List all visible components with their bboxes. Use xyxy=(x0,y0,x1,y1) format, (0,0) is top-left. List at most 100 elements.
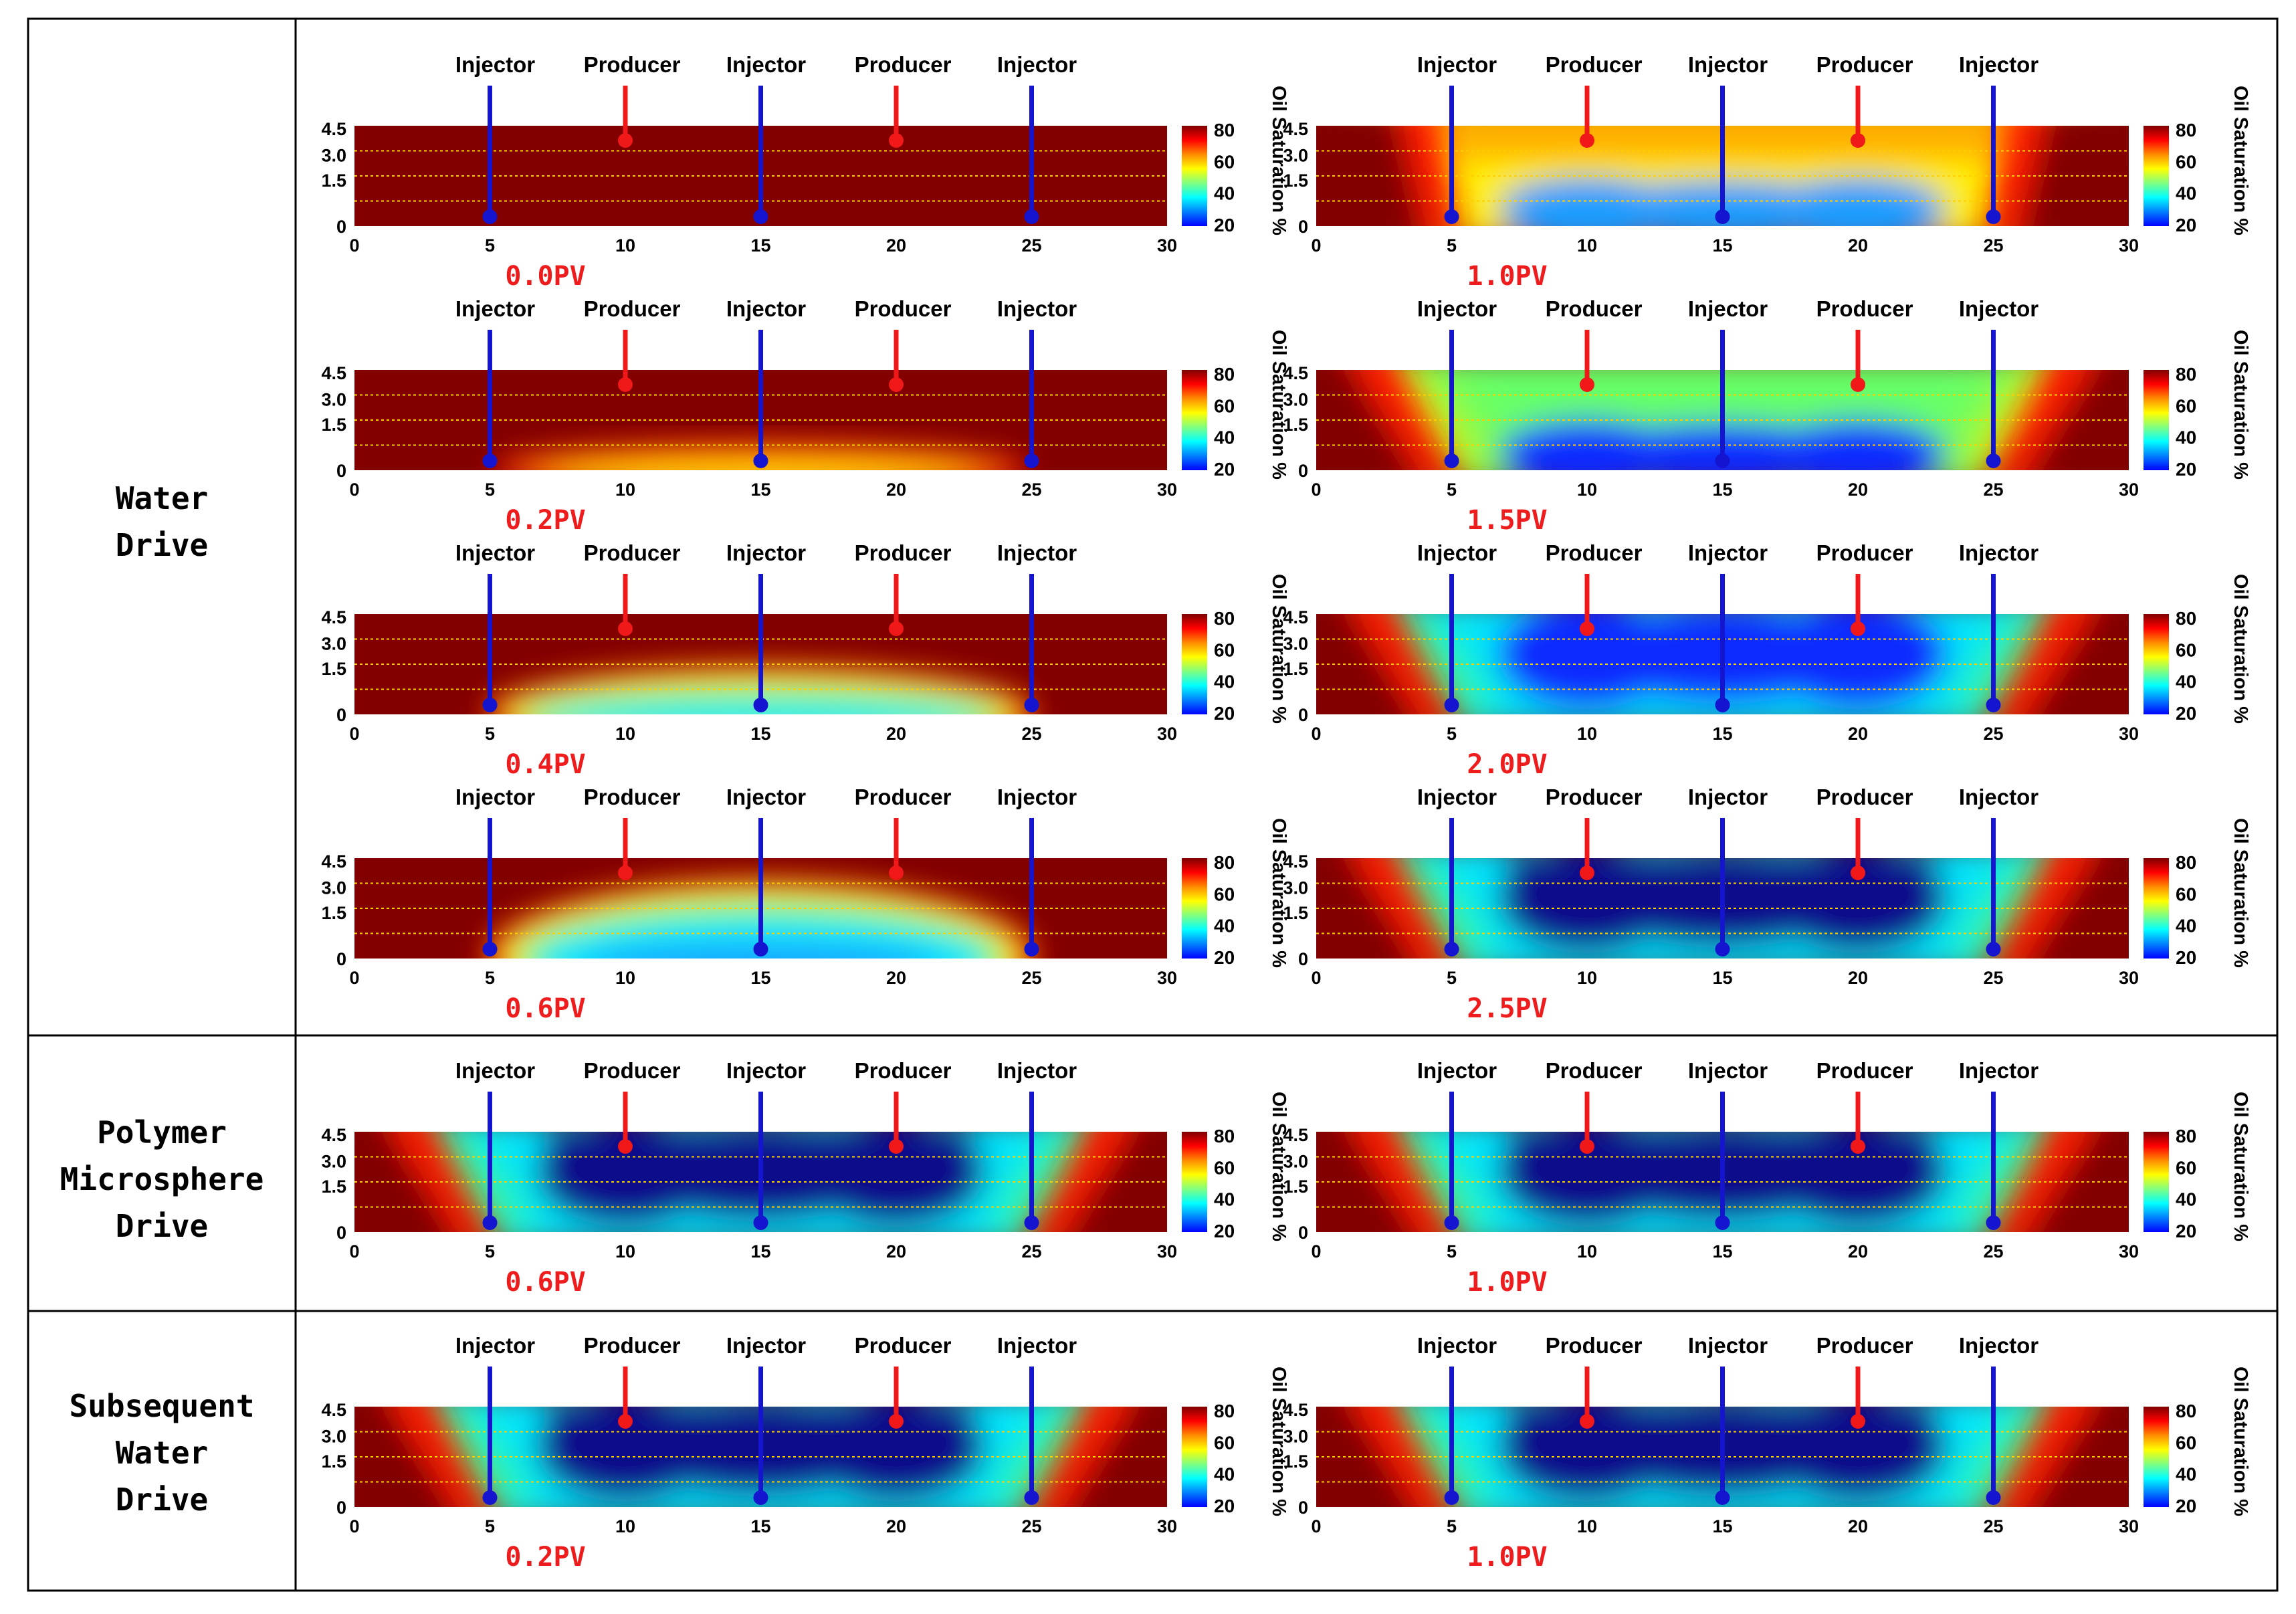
well-label: Producer xyxy=(584,1333,681,1358)
colorbar-tick-label: 80 xyxy=(2176,608,2196,629)
injector-perforation xyxy=(1715,942,1730,956)
well-label: Injector xyxy=(997,785,1077,809)
x-tick-label: 0 xyxy=(1311,1516,1321,1536)
injector-perforation xyxy=(1024,698,1039,712)
well-label: Injector xyxy=(1688,1058,1768,1083)
saturation-panel: 4.5 3.0 1.5 00 5 10 15 20 25 30 Injector Producer In… xyxy=(1283,1333,2251,1573)
injector-well: Injector xyxy=(1688,785,1768,956)
saturation-panel: 4.5 3.0 1.5 00 5 10 15 20 25 30 Injector Producer In… xyxy=(1283,785,2251,1024)
y-tick-label: 1.5 xyxy=(321,171,346,191)
y-tick-label: 4.5 xyxy=(321,363,346,383)
x-tick-label: 0 xyxy=(349,724,359,744)
injector-perforation xyxy=(1986,209,2001,224)
y-tick-label: 4.5 xyxy=(321,607,346,627)
x-tick-label: 10 xyxy=(615,235,635,256)
well-label: Injector xyxy=(1959,540,2039,565)
x-tick-label: 15 xyxy=(750,968,770,988)
y-tick-label: 4.5 xyxy=(1283,607,1308,627)
well-label: Producer xyxy=(1546,1058,1643,1083)
well-label: Producer xyxy=(855,52,952,77)
colorbar-title: Oil Saturation % xyxy=(1268,1367,1289,1516)
x-tick-label: 25 xyxy=(1021,968,1041,988)
colorbar-title: Oil Saturation % xyxy=(2230,330,2251,480)
injector-perforation xyxy=(1024,209,1039,224)
x-tick-label: 0 xyxy=(1311,1241,1321,1262)
y-tick-label: 0 xyxy=(1298,705,1308,725)
pore-volume-label: 0.0PV xyxy=(505,261,585,292)
y-tick-label: 3.0 xyxy=(1283,1152,1308,1172)
colorbar-tick-label: 60 xyxy=(2176,151,2196,172)
well-label: Injector xyxy=(1417,785,1497,809)
colorbar-tick-label: 40 xyxy=(2176,183,2196,204)
well-label: Injector xyxy=(1688,296,1768,321)
producer-perforation xyxy=(618,1414,633,1429)
injector-perforation xyxy=(1024,1490,1039,1505)
colorbar-gradient xyxy=(1182,370,1207,470)
colorbar: 80 60 40 20 Oil Saturation % xyxy=(1182,330,1289,480)
injector-well: Injector xyxy=(997,1058,1077,1230)
well-label: Injector xyxy=(455,1333,535,1358)
section-label: Microsphere xyxy=(60,1161,264,1197)
producer-perforation xyxy=(889,377,904,392)
injector-well: Injector xyxy=(1417,296,1497,468)
y-tick-label: 1.5 xyxy=(1283,415,1308,435)
producer-perforation xyxy=(618,377,633,392)
producer-well: Producer xyxy=(1816,785,1913,880)
colorbar-tick-label: 20 xyxy=(2176,1221,2196,1241)
x-tick-label: 20 xyxy=(1848,1241,1868,1262)
well-label: Injector xyxy=(726,785,806,809)
x-tick-label: 5 xyxy=(1447,235,1457,256)
injector-well: Injector xyxy=(1688,540,1768,712)
x-tick-label: 25 xyxy=(1983,235,2003,256)
producer-perforation xyxy=(1580,377,1594,392)
x-tick-label: 25 xyxy=(1983,968,2003,988)
pore-volume-label: 0.2PV xyxy=(505,1542,585,1573)
producer-well: Producer xyxy=(855,52,952,148)
well-label: Injector xyxy=(726,1333,806,1358)
x-tick-label: 0 xyxy=(349,235,359,256)
well-label: Injector xyxy=(997,540,1077,565)
producer-perforation xyxy=(1580,1414,1594,1429)
saturation-panel: 4.5 3.0 1.5 00 5 10 15 20 25 30 Injector Producer In… xyxy=(321,52,1289,292)
x-tick-label: 15 xyxy=(750,1241,770,1262)
injector-well: Injector xyxy=(726,1058,806,1230)
injector-perforation xyxy=(1715,698,1730,712)
x-tick-label: 5 xyxy=(485,480,495,500)
x-tick-label: 5 xyxy=(485,235,495,256)
well-label: Injector xyxy=(1959,52,2039,77)
colorbar-gradient xyxy=(1182,1132,1207,1232)
section-label: Water xyxy=(116,480,208,516)
x-tick-label: 0 xyxy=(349,480,359,500)
well-label: Injector xyxy=(997,1333,1077,1358)
pore-volume-label: 0.4PV xyxy=(505,749,585,780)
x-tick-label: 10 xyxy=(615,480,635,500)
colorbar-tick-label: 80 xyxy=(2176,852,2196,873)
well-label: Injector xyxy=(455,1058,535,1083)
producer-perforation xyxy=(618,133,633,148)
well-label: Injector xyxy=(1959,296,2039,321)
colorbar-title: Oil Saturation % xyxy=(2230,1367,2251,1516)
x-tick-label: 20 xyxy=(1848,724,1868,744)
well-label: Producer xyxy=(1546,296,1643,321)
injector-perforation xyxy=(1024,453,1039,468)
injector-well: Injector xyxy=(1417,540,1497,712)
producer-well: Producer xyxy=(1816,52,1913,148)
well-label: Injector xyxy=(726,540,806,565)
x-tick-label: 20 xyxy=(1848,480,1868,500)
injector-perforation xyxy=(753,942,768,956)
x-tick-label: 30 xyxy=(1157,968,1177,988)
x-tick-label: 10 xyxy=(615,968,635,988)
y-tick-label: 3.0 xyxy=(321,634,346,654)
section-label: Drive xyxy=(116,1482,208,1518)
producer-well: Producer xyxy=(855,1058,952,1154)
x-tick-label: 30 xyxy=(1157,724,1177,744)
injector-well: Injector xyxy=(726,540,806,712)
y-tick-label: 4.5 xyxy=(321,119,346,139)
y-tick-label: 0 xyxy=(1298,1223,1308,1243)
injector-perforation xyxy=(753,1215,768,1230)
injector-well: Injector xyxy=(997,540,1077,712)
well-label: Producer xyxy=(584,52,681,77)
injector-well: Injector xyxy=(1417,52,1497,224)
saturation-panel: 4.5 3.0 1.5 00 5 10 15 20 25 30 Injector Producer In… xyxy=(321,785,1289,1024)
colorbar-tick-label: 40 xyxy=(1214,1464,1235,1485)
